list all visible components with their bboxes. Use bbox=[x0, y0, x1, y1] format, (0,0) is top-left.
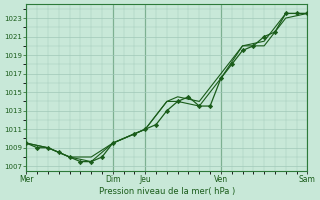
X-axis label: Pression niveau de la mer( hPa ): Pression niveau de la mer( hPa ) bbox=[99, 187, 235, 196]
